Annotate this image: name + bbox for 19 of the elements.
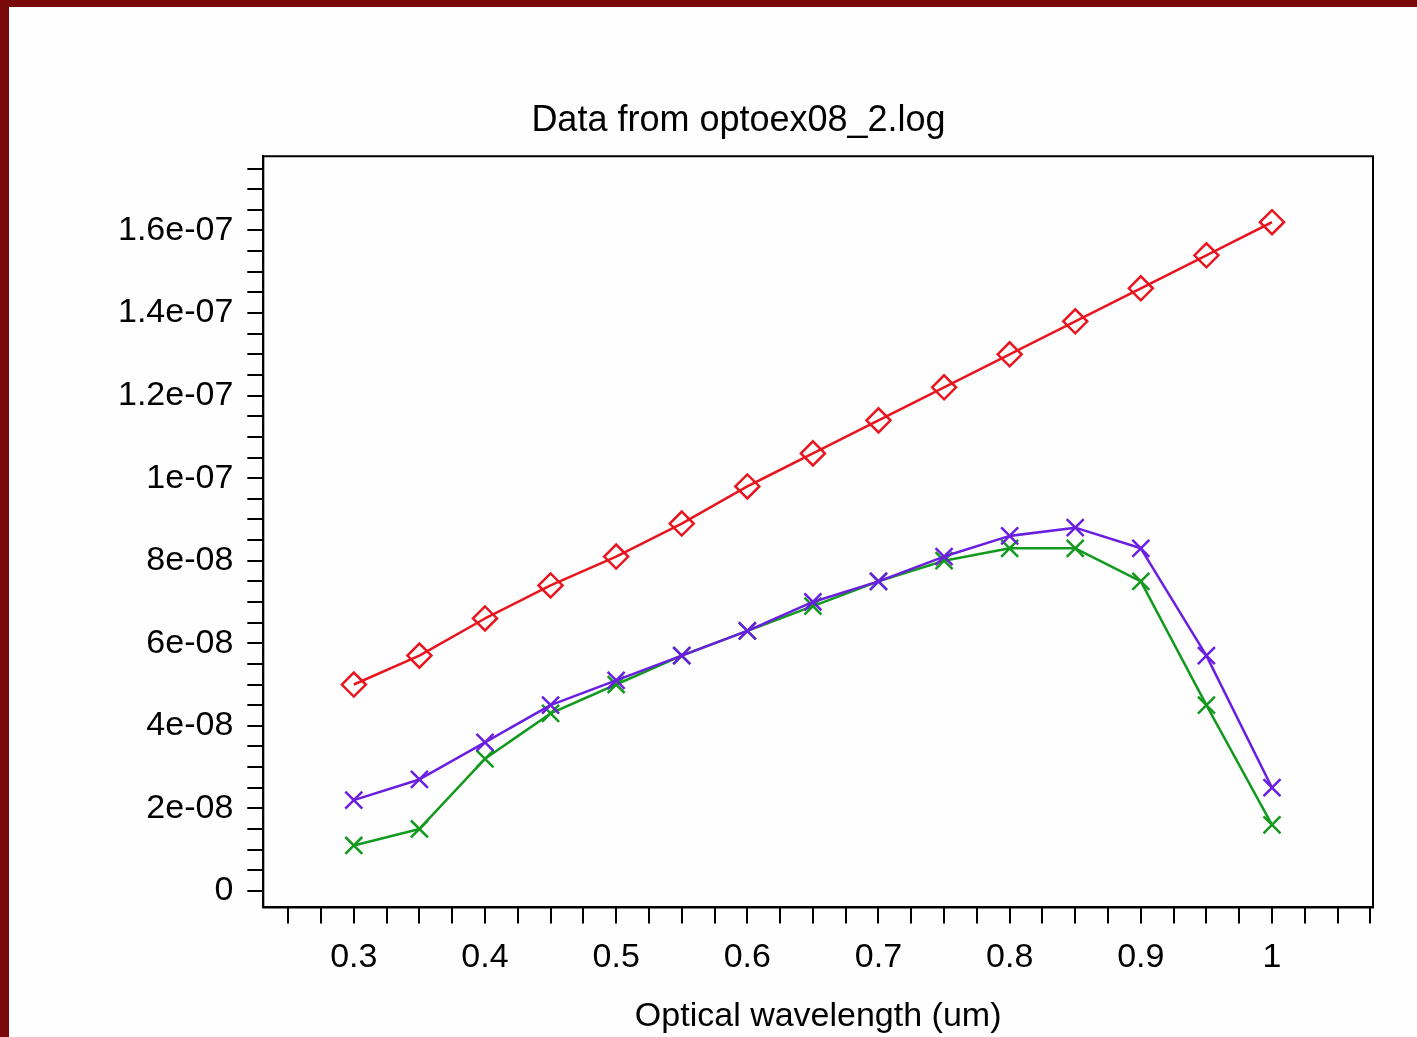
x-tick-label: 0.3 (330, 936, 378, 975)
x-tick-label: 0.8 (986, 936, 1034, 975)
y-tick-label: 1e-07 (146, 456, 234, 495)
y-tick-label: 8e-08 (146, 539, 234, 578)
x-tick-label: 1 (1262, 936, 1282, 975)
y-tick-label: 6e-08 (146, 621, 234, 660)
x-tick-label: 0.6 (723, 936, 771, 975)
x-tick-label: 0.4 (461, 936, 509, 975)
x-tick-label: 0.5 (592, 936, 640, 975)
y-tick-label: 0 (214, 869, 234, 908)
y-tick-label: 1.2e-07 (117, 373, 234, 412)
x-tick-label: 0.9 (1117, 936, 1165, 975)
y-tick-label: 1.4e-07 (117, 291, 234, 330)
chart-title: Data from optoex08_2.log (531, 97, 946, 139)
y-tick-label: 1.6e-07 (117, 208, 234, 247)
y-tick-label: 2e-08 (146, 786, 234, 825)
y-tick-label: 4e-08 (146, 704, 234, 743)
x-tick-label: 0.7 (854, 936, 903, 975)
x-axis-title: Optical wavelength (um) (634, 994, 1002, 1033)
